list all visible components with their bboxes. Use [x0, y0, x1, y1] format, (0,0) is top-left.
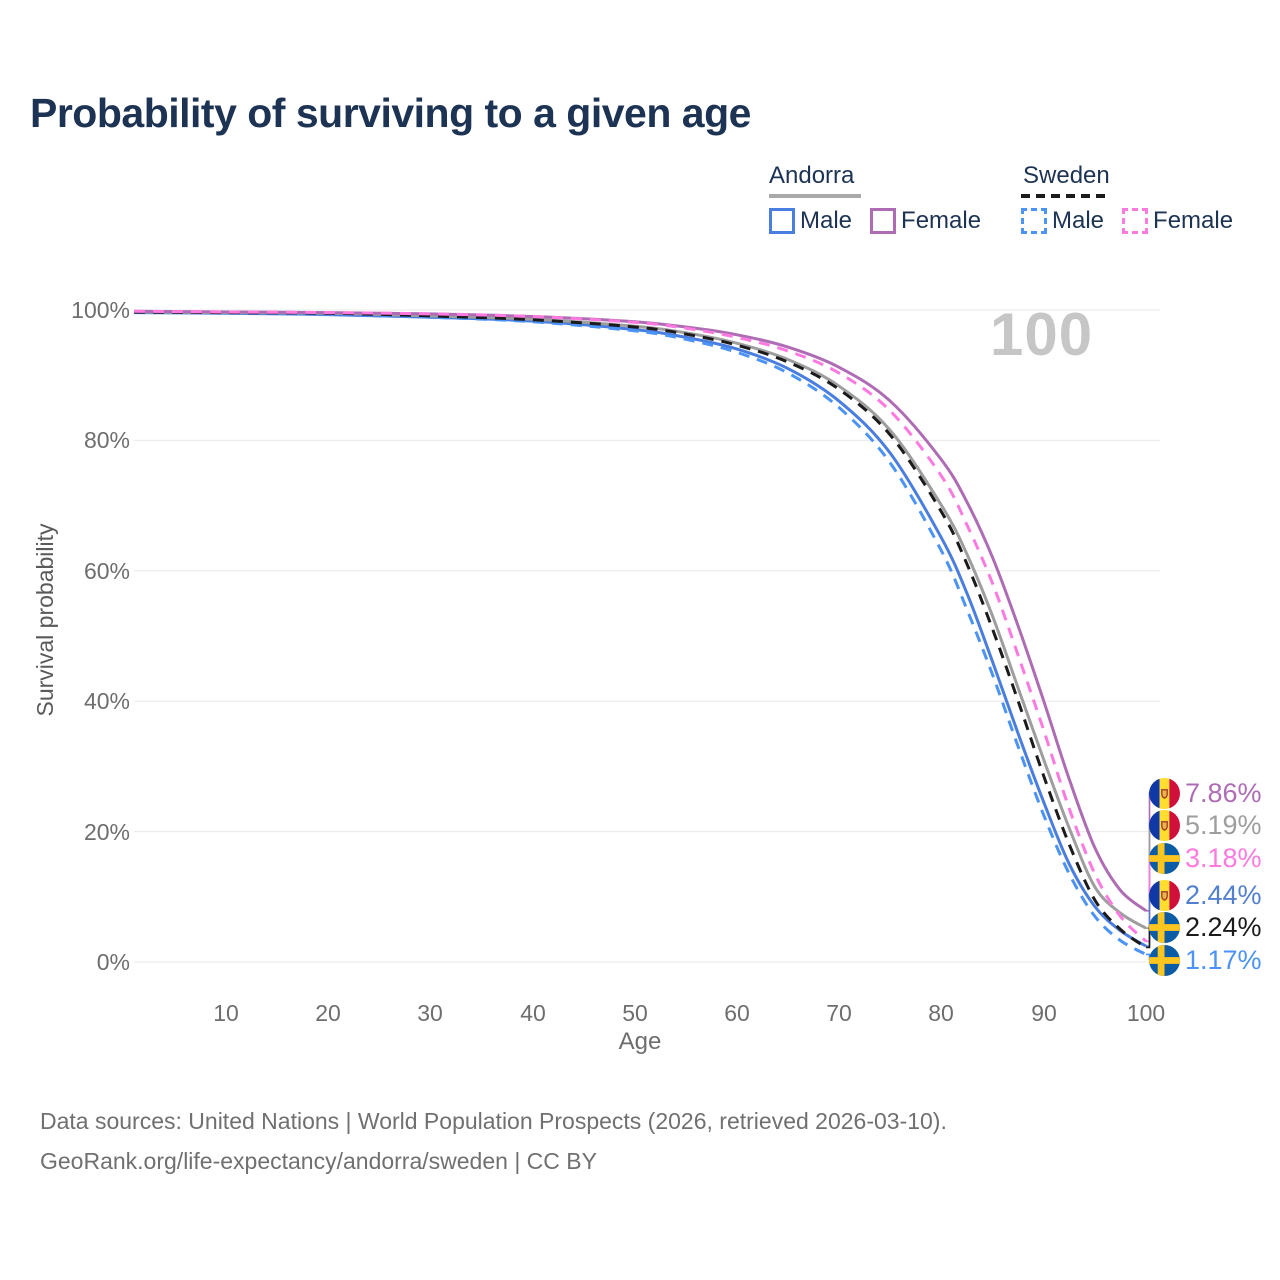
end-label-sweden-female: 3.18%: [1149, 842, 1262, 874]
curve-sweden-total[interactable]: [133, 310, 1147, 949]
legend-item-label: Male: [800, 207, 853, 234]
age-indicator-watermark: 100: [990, 301, 1094, 368]
legend-item-label: Female: [1153, 207, 1234, 234]
end-label-andorra-female: 7.86%: [1149, 777, 1262, 809]
end-label-andorra-male: 2.44%: [1149, 879, 1262, 911]
curve-sweden-female[interactable]: [133, 309, 1148, 943]
end-label-sweden-male: 1.17%: [1149, 944, 1262, 976]
x-tick-20: 20: [315, 1000, 341, 1026]
y-tick-80: 80%: [83, 427, 130, 453]
sweden-flag-icon: [1149, 944, 1180, 976]
sweden-flag-icon: [1149, 842, 1180, 874]
x-tick-100: 100: [1126, 1000, 1166, 1026]
y-tick-100: 100%: [71, 297, 130, 323]
page-title: Probability of surviving to a given age: [30, 90, 751, 136]
y-tick-0: 0%: [96, 949, 130, 975]
y-axis-title: Survival probability: [32, 523, 58, 717]
legend-line-sample-sweden: [1021, 194, 1111, 198]
x-tick-60: 60: [724, 1000, 750, 1026]
andorra-female-swatch: [870, 208, 897, 234]
end-label-andorra-total: 5.19%: [1149, 809, 1262, 841]
andorra-flag-icon: [1149, 879, 1180, 911]
sweden-male-swatch: [1021, 208, 1047, 234]
end-value: 3.18%: [1185, 842, 1262, 873]
curve-andorra-total[interactable]: [133, 310, 1147, 930]
x-tick-40: 40: [520, 1000, 546, 1026]
end-value: 5.19%: [1185, 809, 1262, 840]
legend-item-sweden-male[interactable]: Male: [1021, 207, 1104, 235]
andorra-flag-icon: [1149, 809, 1180, 841]
curve-andorra-male[interactable]: [133, 311, 1147, 948]
x-tick-80: 80: [928, 1000, 954, 1026]
y-tick-40: 40%: [83, 688, 130, 714]
y-tick-60: 60%: [83, 558, 130, 584]
x-tick-50: 50: [622, 1000, 648, 1026]
andorra-male-swatch: [769, 208, 795, 234]
legend-group-sweden: Sweden Male Female: [1021, 162, 1233, 235]
survival-curves: [133, 309, 1148, 956]
end-label-sweden-total: 2.24%: [1149, 911, 1262, 943]
x-tick-30: 30: [417, 1000, 443, 1026]
x-axis-title: Age: [618, 1028, 662, 1055]
legend-item-sweden-female[interactable]: Female: [1122, 207, 1233, 235]
end-value: 7.86%: [1185, 777, 1262, 808]
end-value: 1.17%: [1185, 944, 1262, 975]
curve-andorra-female[interactable]: [133, 309, 1147, 912]
x-tick-10: 10: [213, 1000, 239, 1026]
end-value: 2.24%: [1185, 911, 1262, 942]
x-tick-70: 70: [826, 1000, 852, 1026]
curve-sweden-male[interactable]: [133, 310, 1147, 956]
legend-group-andorra: Andorra Male Female: [769, 162, 981, 235]
legend-item-andorra-female[interactable]: Female: [870, 207, 981, 235]
legend-item-andorra-male[interactable]: Male: [769, 207, 852, 235]
legend-line-sample-andorra: [769, 194, 861, 198]
data-sources-line: Data sources: United Nations | World Pop…: [40, 1108, 947, 1134]
legend-item-label: Female: [901, 207, 982, 234]
y-tick-20: 20%: [83, 819, 130, 845]
legend-item-label: Male: [1052, 207, 1105, 234]
legend-country-sweden: Sweden: [1023, 162, 1110, 189]
sweden-flag-icon: [1149, 911, 1180, 943]
x-tick-90: 90: [1031, 1000, 1057, 1026]
attribution-line: GeoRank.org/life-expectancy/andorra/swed…: [40, 1148, 597, 1174]
end-value: 2.44%: [1185, 879, 1262, 910]
legend-country-andorra: Andorra: [769, 162, 855, 189]
andorra-flag-icon: [1149, 777, 1180, 809]
gridlines: [134, 309, 1160, 963]
sweden-female-swatch: [1122, 208, 1149, 234]
